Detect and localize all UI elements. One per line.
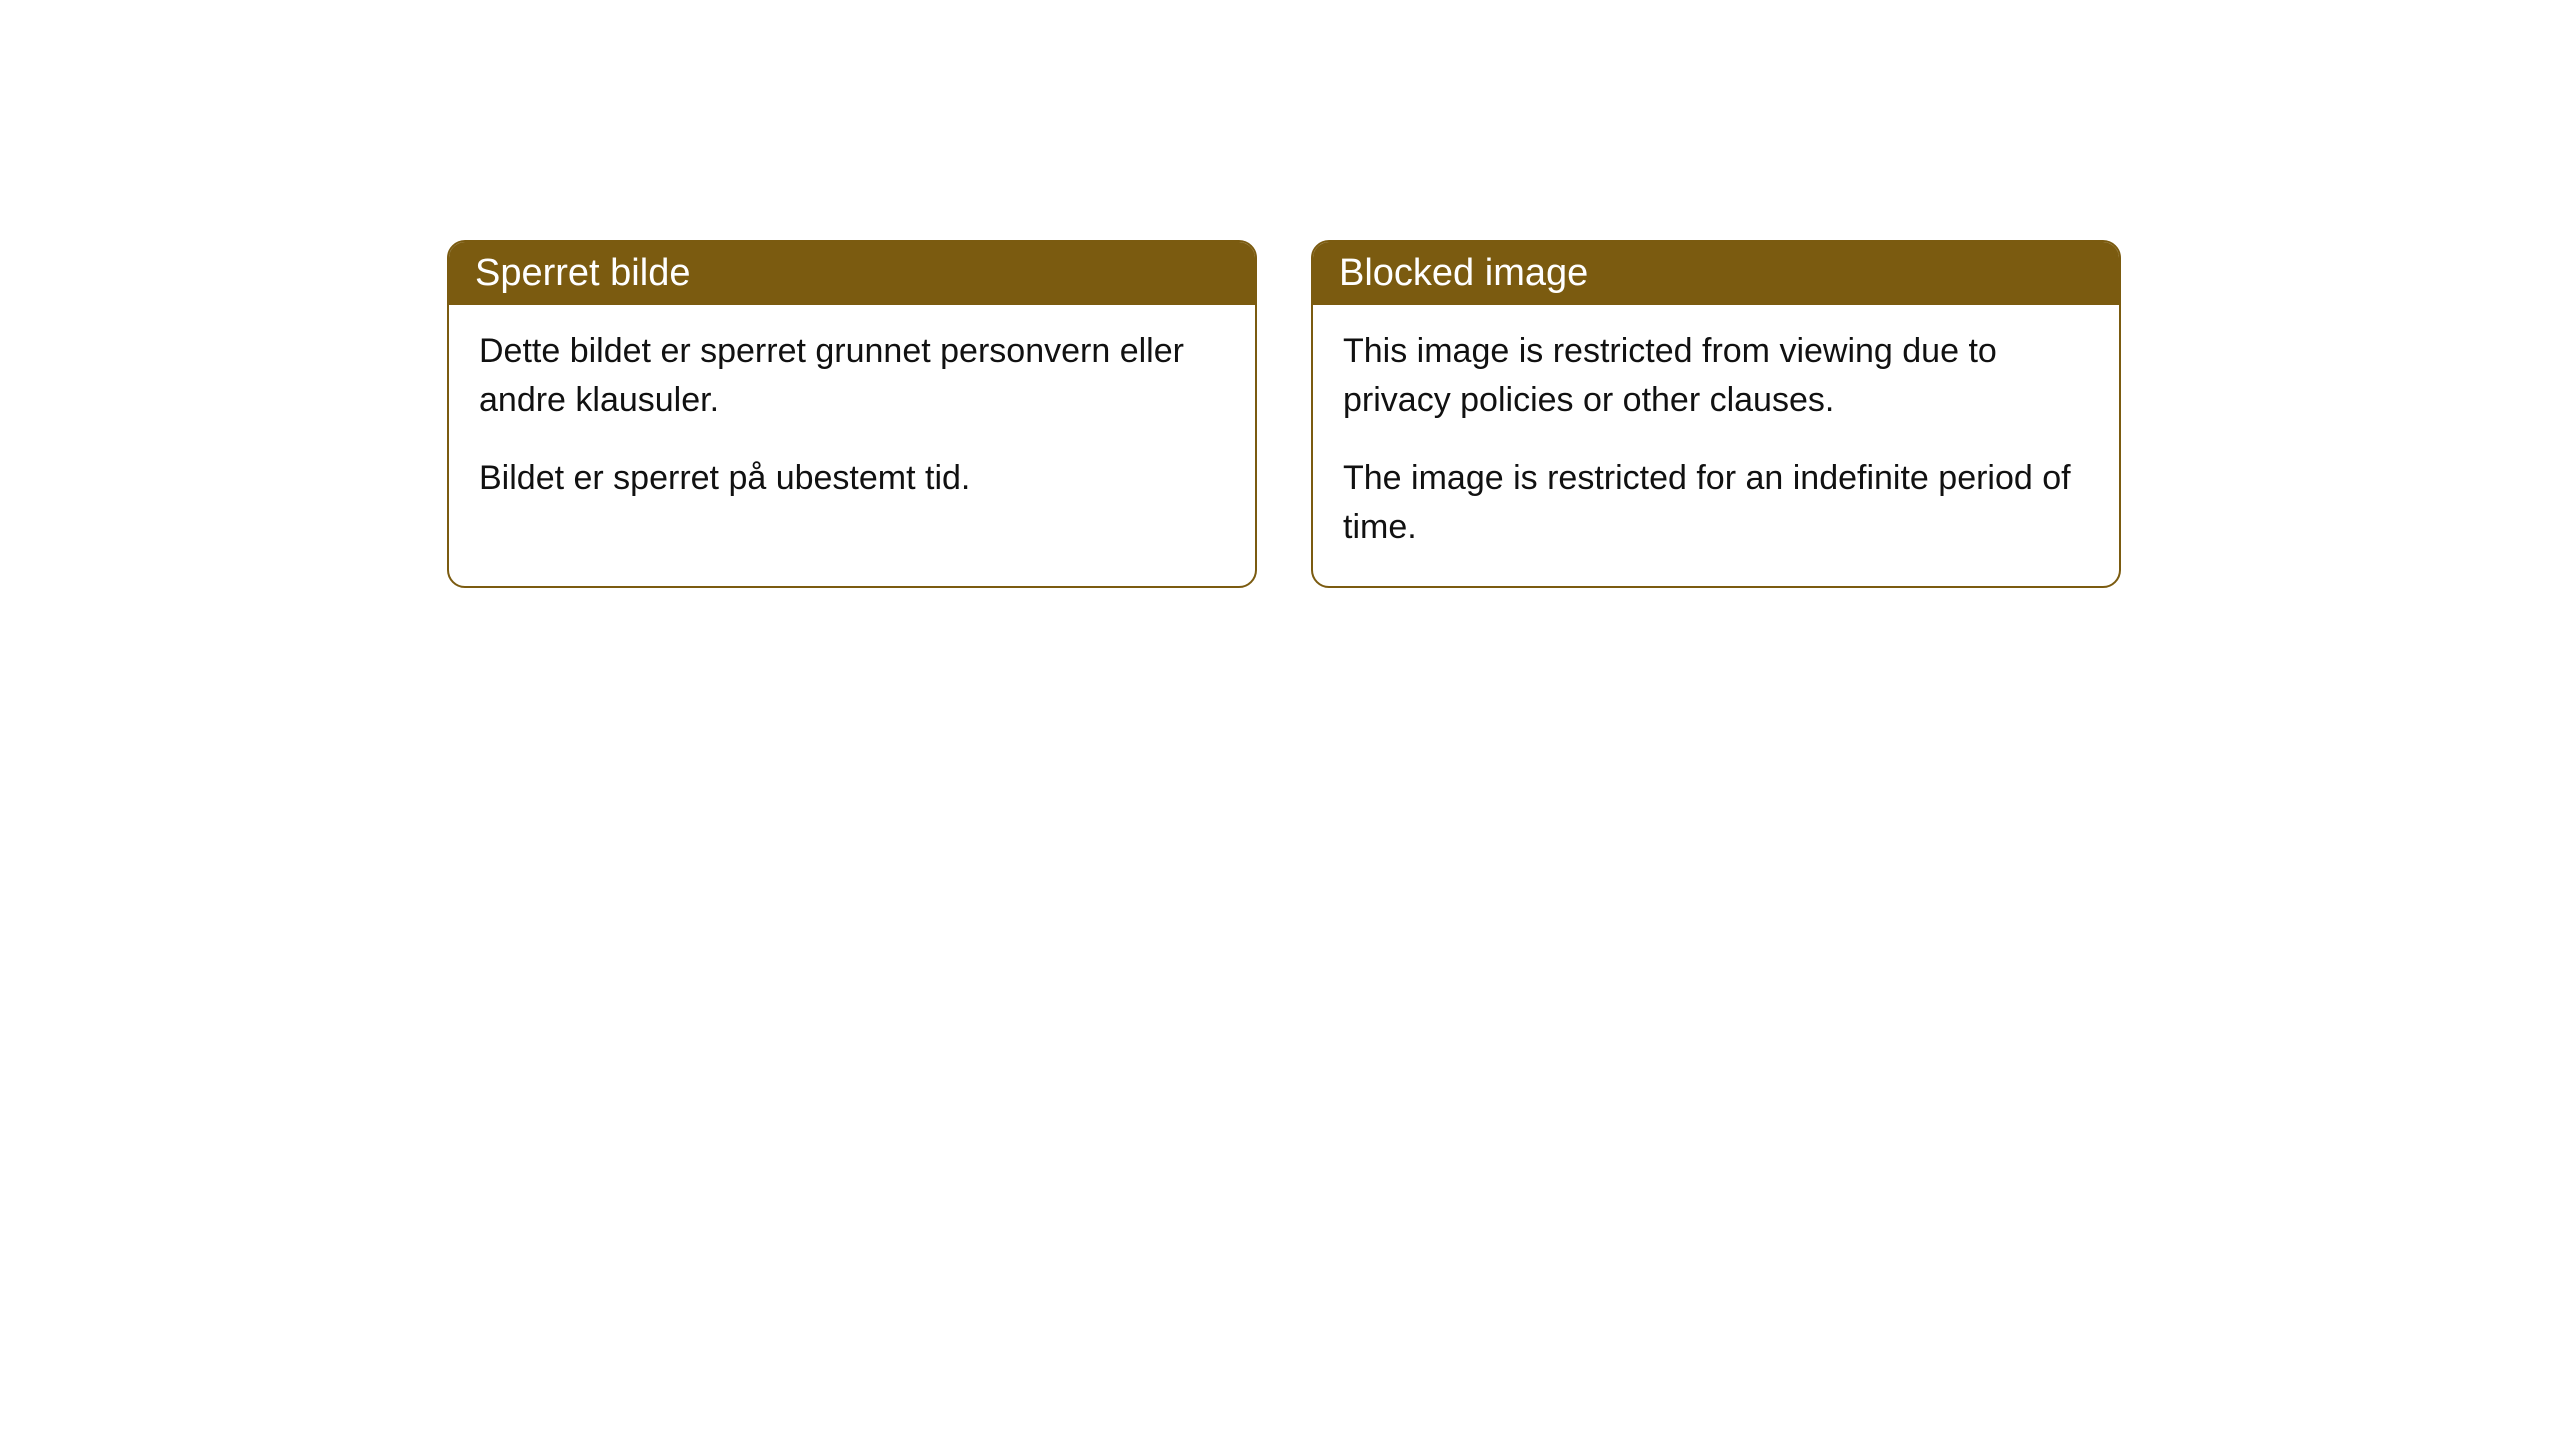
card-body: This image is restricted from viewing du… <box>1313 305 2119 586</box>
card-body: Dette bildet er sperret grunnet personve… <box>449 305 1255 537</box>
card-header: Sperret bilde <box>449 242 1255 305</box>
notice-card-norwegian: Sperret bilde Dette bildet er sperret gr… <box>447 240 1257 588</box>
card-title: Sperret bilde <box>475 252 690 294</box>
card-title: Blocked image <box>1339 252 1588 294</box>
card-paragraph: This image is restricted from viewing du… <box>1343 327 2089 426</box>
notice-card-english: Blocked image This image is restricted f… <box>1311 240 2121 588</box>
card-paragraph: Dette bildet er sperret grunnet personve… <box>479 327 1225 426</box>
notice-cards-container: Sperret bilde Dette bildet er sperret gr… <box>447 240 2121 588</box>
card-header: Blocked image <box>1313 242 2119 305</box>
card-paragraph: The image is restricted for an indefinit… <box>1343 454 2089 553</box>
card-paragraph: Bildet er sperret på ubestemt tid. <box>479 454 1225 503</box>
